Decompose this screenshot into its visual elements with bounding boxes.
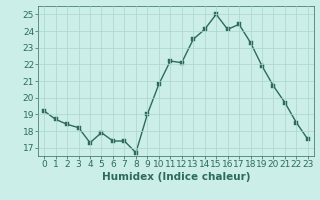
X-axis label: Humidex (Indice chaleur): Humidex (Indice chaleur) bbox=[102, 172, 250, 182]
